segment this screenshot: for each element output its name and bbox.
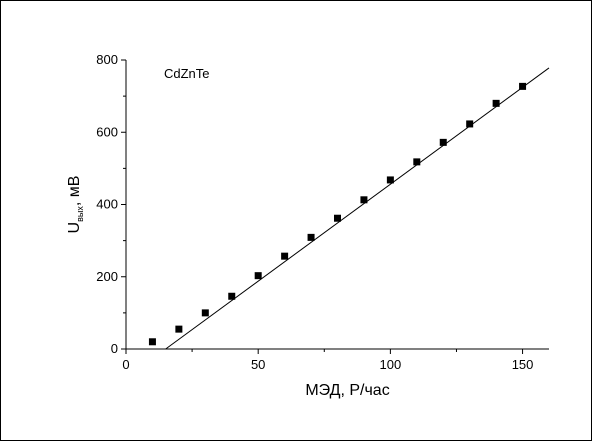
data-point [201,309,209,317]
fit-line [165,67,550,350]
y-axis-title: Uвых, мВ [66,176,85,234]
data-points [148,82,527,346]
x-tick-label: 100 [380,357,402,372]
y-tick-label: 0 [111,341,118,356]
data-point [307,233,315,241]
y-axis-title-main: U [66,222,83,234]
labels: CdZnTe МЭД, Р/час Uвых, мВ [66,66,390,399]
y-axis-title-suffix: , мВ [66,176,83,207]
data-point [281,252,289,260]
y-tick-label: 800 [96,52,118,67]
data-point [254,272,262,280]
data-point [148,338,156,346]
fit-line-group [165,67,550,350]
data-point [519,82,527,90]
x-tick-label: 150 [512,357,534,372]
y-tick-label: 200 [96,269,118,284]
x-tick-label: 0 [122,357,129,372]
x-axis-title: МЭД, Р/час [305,382,389,399]
data-point [386,176,394,184]
axes: 0 50 100 150 0 200 400 600 800 [96,52,549,372]
y-axis-title-subscript: вых [75,206,85,222]
y-tick-label: 600 [96,124,118,139]
data-point [175,325,183,333]
x-tick-label: 50 [251,357,265,372]
sample-annotation: CdZnTe [164,66,210,81]
data-point [228,292,236,300]
data-point [334,214,341,222]
data-point [413,158,421,166]
data-point [439,138,447,146]
y-tick-label: 400 [96,197,118,212]
data-point [360,196,368,204]
data-point [466,120,474,128]
data-point [492,99,500,107]
